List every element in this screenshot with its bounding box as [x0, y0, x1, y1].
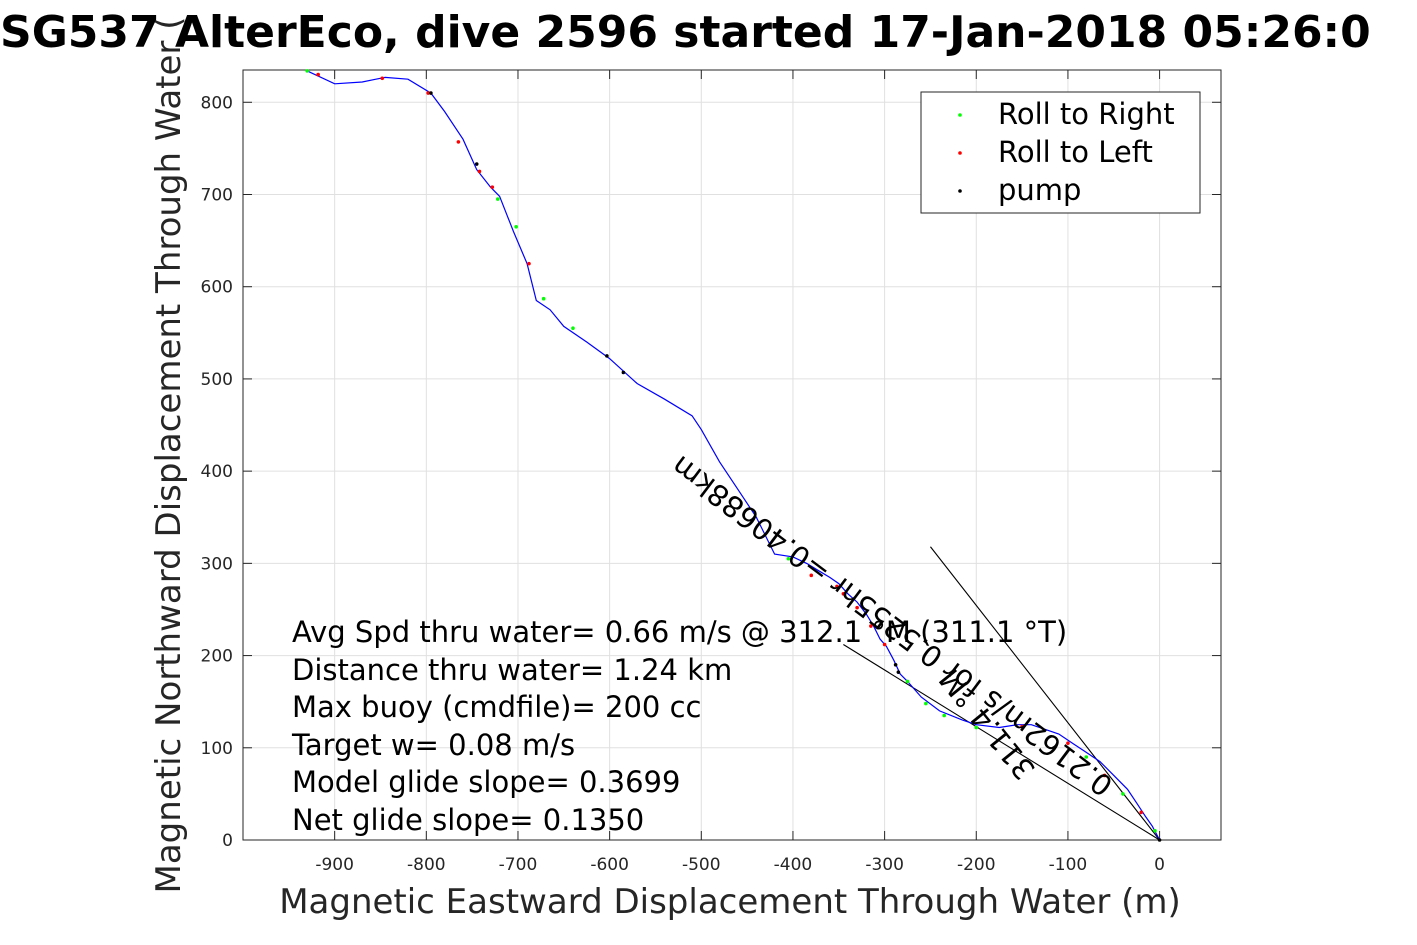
- legend-label-roll-right: Roll to Right: [998, 97, 1175, 131]
- roll-right-point: [496, 197, 500, 201]
- legend-marker-pump: [958, 189, 962, 193]
- roll-right-point: [1121, 792, 1125, 796]
- roll-right-point: [541, 296, 546, 301]
- x-tick-label: -200: [957, 855, 996, 875]
- roll-left-point: [809, 573, 814, 578]
- x-tick-label: -700: [499, 855, 538, 875]
- legend-marker-roll-left: [958, 151, 962, 155]
- legend: Roll to Right Roll to Left pump: [920, 91, 1201, 214]
- x-tick-label: 0: [1154, 855, 1165, 875]
- y-tick-label: 400: [201, 462, 233, 482]
- roll-left-point: [527, 261, 531, 266]
- roll-right-point: [924, 701, 928, 706]
- guide-lines: [843, 546, 1161, 841]
- x-tick-label: -600: [590, 855, 629, 875]
- x-axis-label: Magnetic Eastward Displacement Through W…: [279, 882, 1181, 922]
- guide-line: [930, 546, 1161, 841]
- roll-left-point: [316, 72, 320, 77]
- x-tick-label: -300: [865, 855, 904, 875]
- guide-line: [843, 644, 1160, 841]
- pump-point: [893, 662, 898, 667]
- axes-box: [242, 69, 1222, 841]
- annotation-block: Avg Spd thru water= 0.66 m/s @ 312.1 °M …: [291, 615, 1067, 837]
- y-tick-label: 0: [222, 831, 233, 851]
- roll-right-point: [514, 224, 518, 229]
- roll-left-point: [869, 624, 873, 628]
- annotation-distance: Distance thru water= 1.24 km: [292, 653, 732, 687]
- annotation-model-glide: Model glide slope= 0.3699: [292, 765, 680, 799]
- y-tick-label: 500: [201, 370, 233, 390]
- annotation-net-glide: Net glide slope= 0.1350: [292, 803, 644, 837]
- pump-point: [429, 91, 433, 95]
- x-tick-label: -500: [682, 855, 721, 875]
- annotation-target-w: Target w= 0.08 m/s: [291, 728, 575, 762]
- roll-left-point: [477, 169, 482, 174]
- y-tick-label: 200: [201, 647, 233, 667]
- roll-right-point: [571, 326, 575, 331]
- x-tick-label: -900: [315, 855, 354, 875]
- y-axis-label: Magnetic Northward Displacement Through …: [149, 17, 189, 894]
- legend-label-pump: pump: [998, 173, 1081, 207]
- pump-point: [896, 670, 901, 674]
- annotation-avg-speed: Avg Spd thru water= 0.66 m/s @ 312.1 °M …: [292, 615, 1067, 649]
- y-tick-label: 800: [201, 93, 233, 113]
- roll-right-point: [1084, 755, 1089, 759]
- track-series-line: [306, 70, 1161, 841]
- roll-left-point: [1139, 810, 1144, 815]
- chart-title: SG537 AlterEco, dive 2596 started 17-Jan…: [0, 7, 1371, 58]
- roll-left-point: [855, 605, 859, 610]
- pump-point: [621, 370, 626, 375]
- roll-left-point: [456, 140, 461, 144]
- roll-left-point: [1020, 724, 1024, 729]
- roll-left-point: [835, 584, 839, 589]
- legend-box: [920, 91, 1201, 214]
- y-tick-label: 100: [201, 739, 233, 759]
- legend-marker-roll-right: [958, 113, 962, 117]
- pump-point: [474, 162, 479, 166]
- y-tick-label: 600: [201, 278, 233, 298]
- annotation-max-buoy: Max buoy (cmdfile)= 200 cc: [292, 690, 701, 724]
- roll-left-point: [1066, 741, 1070, 745]
- roll-right-point: [905, 679, 910, 684]
- roll-left-point: [490, 185, 495, 189]
- roll-right-point: [1153, 828, 1157, 833]
- y-tick-label: 300: [201, 554, 233, 574]
- marker-points: [305, 69, 1162, 842]
- pump-point: [1157, 838, 1162, 842]
- x-tick-label: -800: [407, 855, 446, 875]
- roll-left-point: [1102, 773, 1107, 778]
- roll-left-point: [882, 642, 887, 647]
- roll-left-point: [380, 76, 385, 81]
- x-tick-label: -400: [774, 855, 813, 875]
- roll-left-point: [841, 591, 846, 596]
- roll-right-point: [974, 725, 979, 730]
- y-tick-label: 700: [201, 185, 233, 205]
- roll-left-point: [426, 91, 430, 95]
- pump-point: [605, 354, 609, 358]
- roll-right-point: [942, 713, 946, 718]
- axis-ticks: -900 -800 -700 -600 -500 -400 -300 -200 -100 0 0 10…: [201, 70, 1221, 875]
- legend-label-roll-left: Roll to Left: [998, 135, 1153, 169]
- x-tick-label: -100: [1049, 855, 1088, 875]
- roll-right-point: [305, 69, 309, 73]
- roll-right-point: [786, 556, 791, 561]
